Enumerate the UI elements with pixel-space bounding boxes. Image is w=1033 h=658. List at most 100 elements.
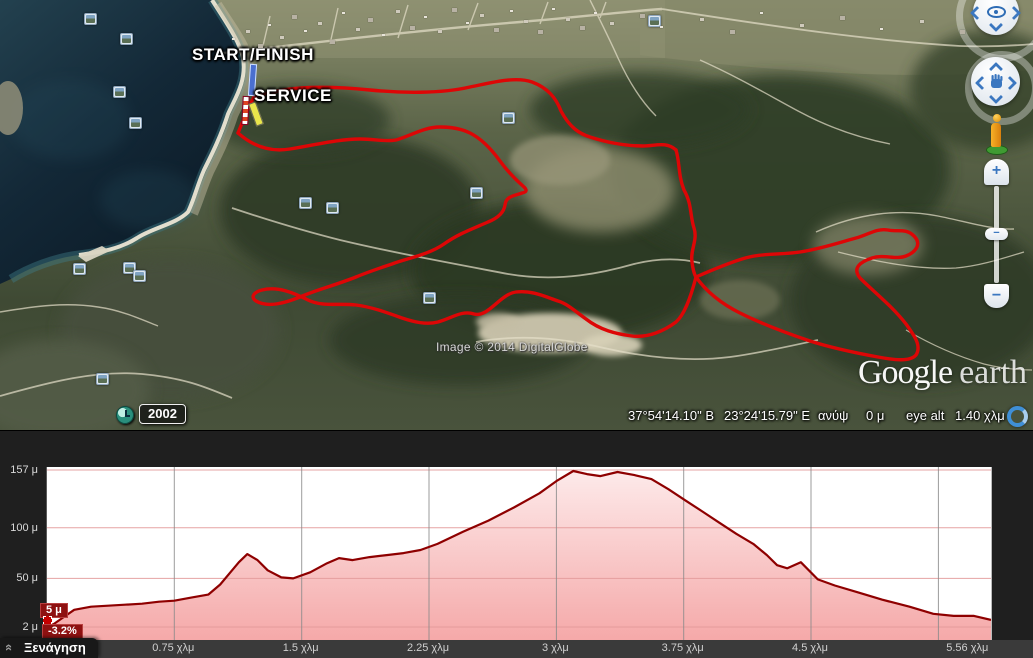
- photo-icon[interactable]: [470, 187, 483, 199]
- tour-bar[interactable]: « Ξενάγηση: [0, 638, 98, 658]
- building: [660, 26, 663, 28]
- photo-icon[interactable]: [129, 117, 142, 129]
- pegman-street-view[interactable]: [984, 114, 1008, 155]
- building: [466, 22, 469, 24]
- eye-icon: [987, 6, 1006, 18]
- x-axis-strip: 0.75 χλμ 1.5 χλμ 2.25 χλμ 3 χλμ 3.75 χλμ 4.5 …: [0, 640, 1033, 658]
- photo-thumbnail: [98, 375, 107, 383]
- photo-icon[interactable]: [96, 373, 109, 385]
- building: [368, 18, 373, 22]
- x-tick-label: 4.5 χλμ: [792, 642, 828, 654]
- x-tick-label: 1.5 χλμ: [282, 642, 319, 654]
- tour-label: Ξενάγηση: [24, 640, 86, 655]
- pan-hand-icon: [988, 73, 1005, 95]
- building: [610, 22, 614, 25]
- logo-earth: earth: [959, 354, 1028, 391]
- building: [594, 12, 597, 14]
- building: [880, 28, 883, 30]
- logo-google: Google: [858, 354, 953, 391]
- building: [494, 28, 499, 32]
- photo-thumbnail: [122, 35, 131, 43]
- building: [700, 18, 704, 21]
- status-eye-alt-label: eye alt: [906, 408, 945, 423]
- building: [510, 10, 513, 12]
- x-tick-label: 3 χλμ: [541, 642, 569, 654]
- photo-icon[interactable]: [423, 292, 436, 304]
- photo-icon[interactable]: [113, 86, 126, 98]
- photo-icon[interactable]: [73, 263, 86, 275]
- cursor-slope-tooltip: -3.2%: [42, 624, 83, 639]
- google-earth-logo: Google earth: [858, 354, 1027, 392]
- building: [730, 30, 735, 34]
- photo-icon[interactable]: [120, 33, 133, 45]
- elevation-area: [47, 471, 991, 640]
- photo-thumbnail: [301, 199, 310, 207]
- building: [760, 12, 763, 14]
- status-latitude: 37°54'14.10" B: [628, 408, 715, 423]
- building: [410, 26, 415, 30]
- building: [268, 24, 271, 26]
- y-tick-label: 2 μ: [22, 621, 38, 633]
- status-elevation-value: 0 μ: [866, 408, 885, 423]
- photo-thumbnail: [115, 88, 124, 96]
- photo-icon[interactable]: [326, 202, 339, 214]
- photo-icon[interactable]: [84, 13, 97, 25]
- x-tick-label: 2.25 χλμ: [406, 642, 450, 654]
- photo-thumbnail: [125, 264, 134, 272]
- status-eye-alt-value: 1.40 χλμ: [955, 408, 1005, 423]
- cursor-elevation-tooltip: 5 μ: [40, 603, 68, 618]
- photo-icon[interactable]: [648, 15, 661, 27]
- service-label: SERVICE: [254, 86, 332, 105]
- building: [330, 40, 335, 44]
- building: [318, 22, 322, 25]
- building: [304, 30, 307, 32]
- pegman-body: [991, 123, 1001, 147]
- map-view[interactable]: START/FINISH SERVICE Image © 2014 Digita…: [0, 0, 1033, 430]
- building: [840, 16, 845, 20]
- building: [280, 36, 284, 39]
- building: [396, 10, 400, 13]
- building: [552, 8, 555, 10]
- photo-icon[interactable]: [299, 197, 312, 209]
- photo-icon[interactable]: [123, 262, 136, 274]
- historical-imagery-clock-icon[interactable]: [116, 406, 134, 424]
- zoom-slider-handle[interactable]: −: [985, 228, 1008, 240]
- sea: [0, 0, 254, 284]
- elevation-chart-svg: [46, 467, 992, 640]
- photo-thumbnail: [328, 204, 337, 212]
- building: [538, 30, 543, 34]
- photo-thumbnail: [131, 119, 140, 127]
- photo-thumbnail: [504, 114, 513, 122]
- zoom-in-button[interactable]: +: [984, 159, 1009, 185]
- building: [566, 18, 570, 21]
- y-tick-label: 100 μ: [10, 521, 38, 534]
- status-longitude: 23°24'15.79" E: [724, 408, 811, 423]
- building: [424, 16, 427, 18]
- building: [920, 20, 924, 23]
- building: [640, 14, 645, 18]
- building: [960, 30, 965, 34]
- gps-track: [236, 78, 920, 362]
- photo-thumbnail: [650, 17, 659, 25]
- building: [232, 38, 235, 40]
- collapse-icon[interactable]: «: [2, 643, 18, 652]
- photo-icon[interactable]: [502, 112, 515, 124]
- photo-thumbnail: [75, 265, 84, 273]
- building: [356, 28, 360, 31]
- streaming-indicator-icon: [1007, 406, 1028, 427]
- building: [246, 30, 250, 33]
- building: [800, 24, 804, 27]
- building: [342, 12, 345, 14]
- building: [580, 26, 585, 30]
- building: [438, 30, 442, 33]
- start-finish-label: START/FINISH: [192, 45, 314, 64]
- imagery-year-badge[interactable]: 2002: [139, 404, 186, 424]
- photo-icon[interactable]: [133, 270, 146, 282]
- zoom-out-button[interactable]: −: [984, 284, 1009, 308]
- status-elevation-label: ανύψ: [818, 408, 849, 423]
- elevation-chart[interactable]: [46, 467, 992, 640]
- building: [480, 14, 484, 17]
- elevation-line: [46, 469, 992, 629]
- x-tick-label: 3.75 χλμ: [661, 642, 704, 654]
